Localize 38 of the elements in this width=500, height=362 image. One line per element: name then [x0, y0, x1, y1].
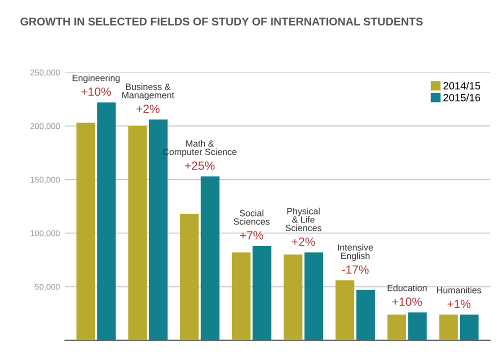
annotation: +2%: [292, 238, 315, 246]
bar: [304, 252, 324, 340]
chart-title: GROWTH IN SELECTED FIELDS OF STUDY OF INTERNATIONAL STUDENTS: [20, 18, 423, 26]
x-tick-label: Education: [388, 284, 427, 292]
bar: [387, 314, 406, 340]
bar: [252, 246, 272, 340]
x-tick-label: Physical & Life Sciences: [286, 208, 322, 232]
annotation: +7%: [240, 231, 264, 240]
x-tick-label: Social Sciences: [234, 210, 270, 225]
annotation: +1%: [448, 300, 470, 308]
bar: [336, 280, 354, 340]
bar: [356, 290, 375, 340]
bar: [200, 176, 220, 340]
x-tick-label: Engineering: [72, 74, 120, 83]
y-tick-label: 150,000: [30, 176, 60, 184]
bar: [76, 122, 96, 340]
annotation: -17%: [342, 265, 369, 274]
y-tick-label: 50,000: [34, 284, 60, 291]
bar: [460, 314, 479, 340]
bar: [439, 314, 458, 340]
bar: [284, 254, 302, 340]
bar: [232, 252, 251, 340]
y-tick-label: 200,000: [30, 123, 60, 130]
x-tick-label: Humanities: [437, 286, 482, 294]
legend-label: 2015/16: [444, 94, 480, 102]
bar: [408, 312, 427, 340]
y-tick-label: 250,000: [30, 70, 60, 76]
bar: [97, 102, 116, 340]
x-tick-label: Intensive English: [338, 244, 373, 261]
annotation: +25%: [185, 161, 215, 170]
annotation: +10%: [392, 298, 422, 306]
annotation: +10%: [81, 88, 111, 96]
annotation: +2%: [136, 104, 160, 113]
bar: [180, 214, 199, 340]
legend-label: 2014/15: [444, 82, 480, 90]
y-tick-label: 100,000: [30, 230, 60, 238]
x-tick-label: Business & Management: [122, 83, 174, 100]
bar: [128, 126, 147, 340]
